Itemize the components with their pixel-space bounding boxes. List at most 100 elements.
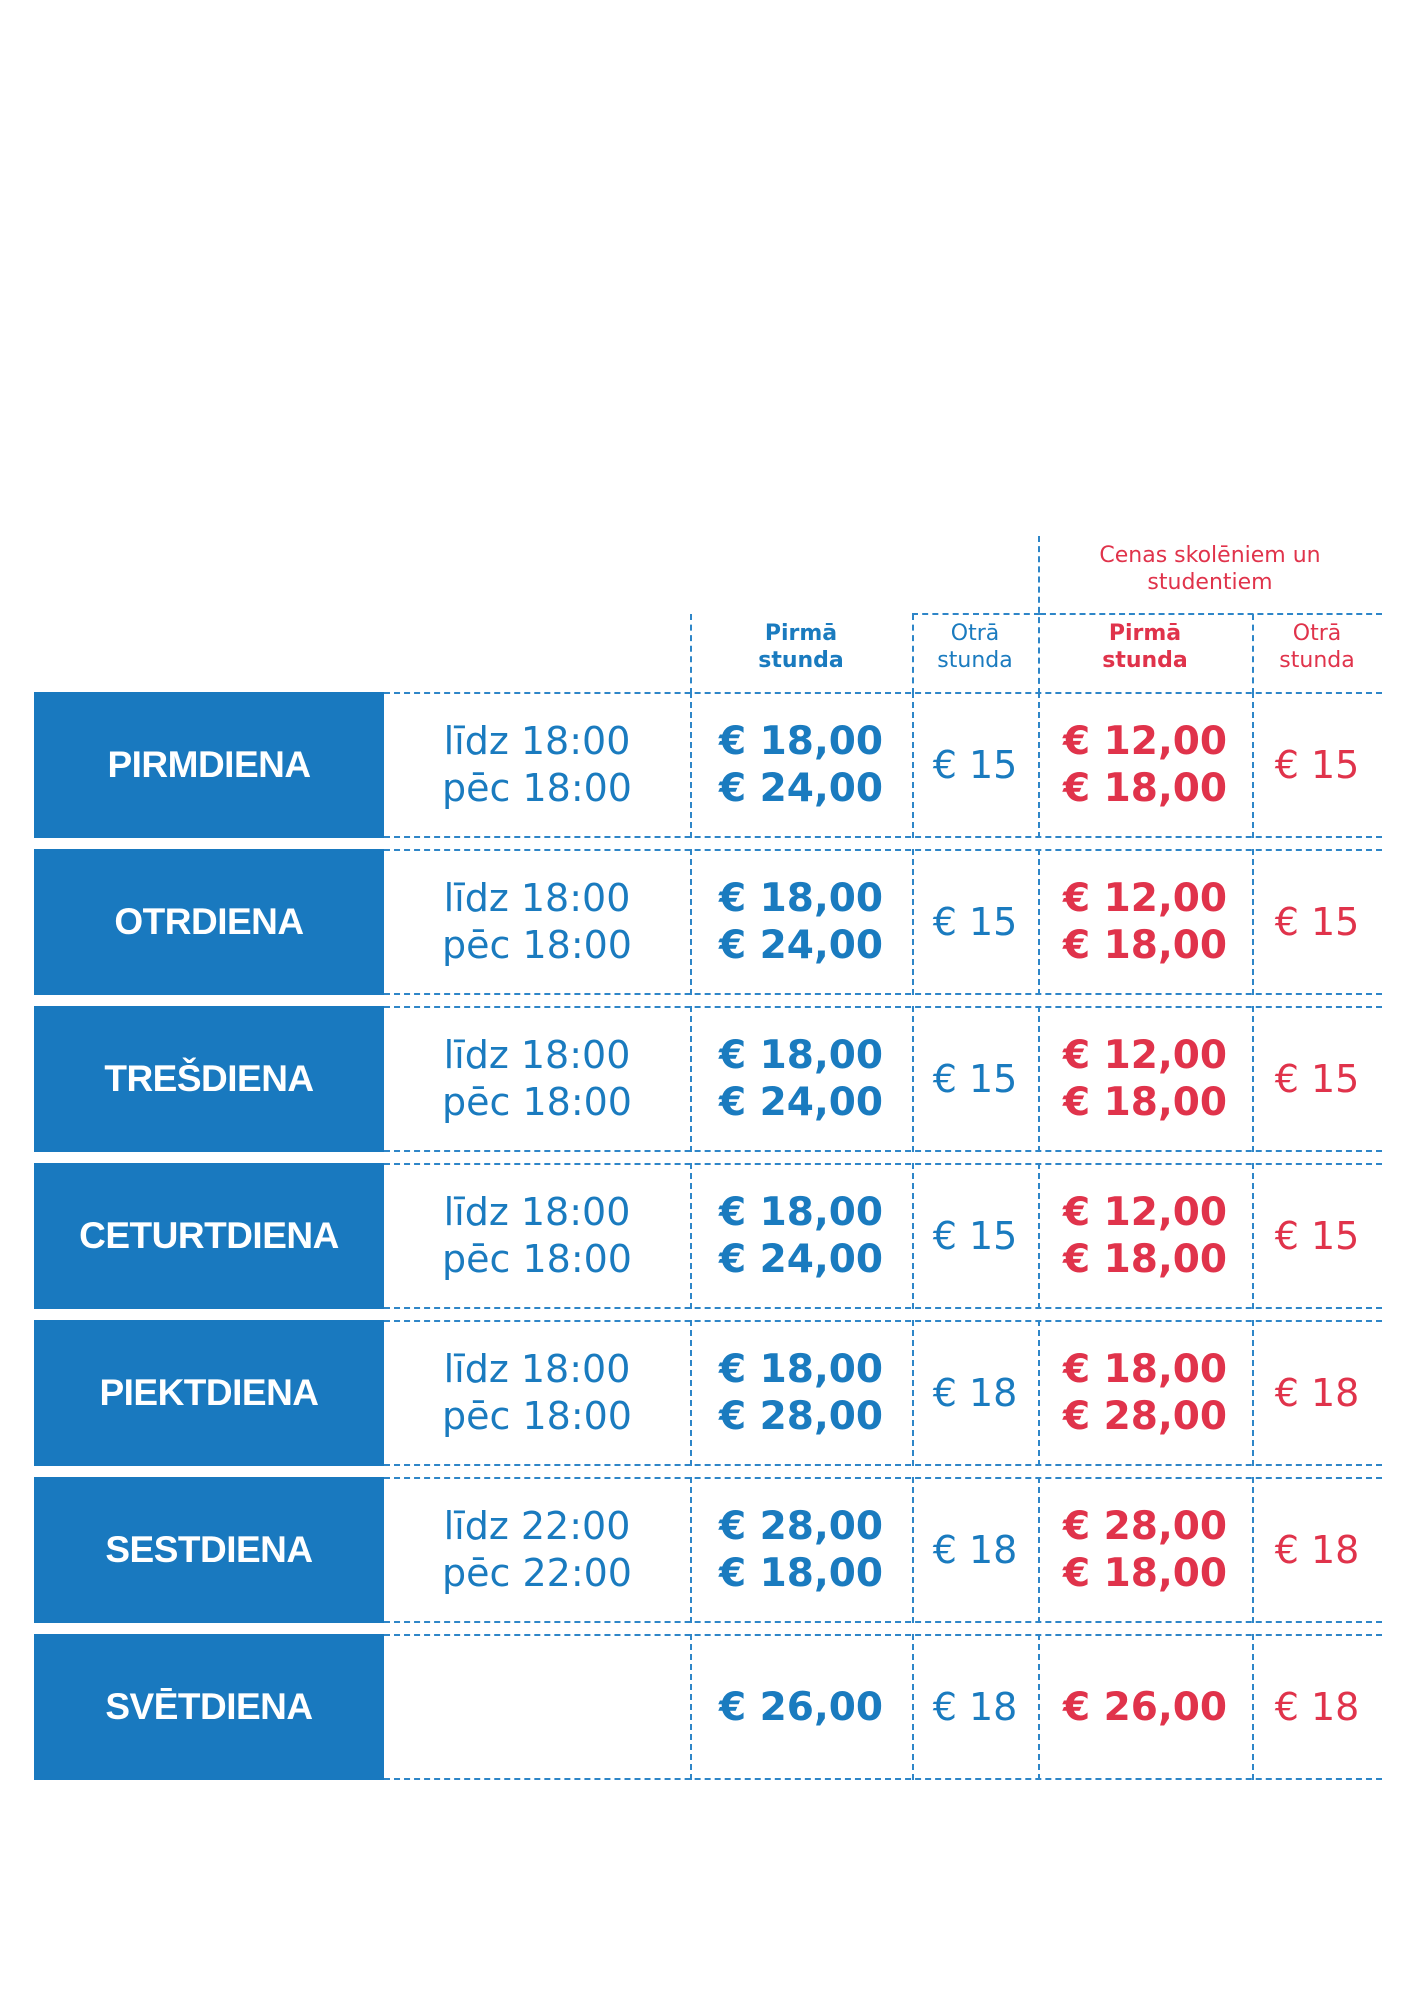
student-second-hour-price: € 15: [1274, 743, 1360, 787]
student-first-hour-price-before: € 18,00: [1062, 1347, 1228, 1392]
row-rule: [384, 993, 1382, 995]
header-student-first-hour-line1: Pirmā: [1108, 621, 1182, 646]
student-first-hour-price-before: € 26,00: [1062, 1684, 1228, 1730]
first-hour-price-after: € 18,00: [718, 1551, 884, 1596]
first-hour-price-before: € 26,00: [718, 1684, 884, 1730]
first-hour-prices: € 28,00 € 18,00: [690, 1477, 912, 1623]
student-first-hour-price-before: € 12,00: [1062, 1190, 1228, 1235]
column-rule: [1252, 1006, 1254, 1152]
column-rule: [690, 849, 692, 995]
column-rule: [912, 1163, 914, 1309]
student-first-hour-price-before: € 12,00: [1062, 719, 1228, 764]
student-first-hour-prices: € 12,00 € 18,00: [1038, 849, 1252, 995]
header-second-hour-line2: stunda: [937, 648, 1013, 673]
day-label: PIRMDIENA: [34, 692, 384, 838]
first-hour-price-after: € 24,00: [718, 1237, 884, 1282]
student-first-hour-prices: € 26,00: [1038, 1634, 1252, 1780]
header-divider-second: [912, 614, 914, 694]
second-hour-price: € 18: [932, 1685, 1018, 1729]
day-label: SVĒTDIENA: [34, 1634, 384, 1780]
column-rule: [912, 1006, 914, 1152]
price-row: SVĒTDIENA € 26,00 € 18 € 26,00 € 18: [0, 1634, 1414, 1780]
student-first-hour-price-after: € 28,00: [1062, 1394, 1228, 1439]
column-rule: [1252, 692, 1254, 838]
student-first-hour-prices: € 28,00 € 18,00: [1038, 1477, 1252, 1623]
student-second-hour-price: € 18: [1274, 1685, 1360, 1729]
column-rule: [690, 1477, 692, 1623]
header-first-hour-line2: stunda: [758, 648, 844, 673]
time-before: līdz 18:00: [443, 719, 631, 763]
column-rule: [1038, 1320, 1040, 1466]
column-rule: [1252, 1320, 1254, 1466]
second-hour-price: € 15: [932, 1057, 1018, 1101]
first-hour-price-after: € 28,00: [718, 1394, 884, 1439]
column-rule: [912, 1634, 914, 1780]
row-rule: [384, 1163, 1382, 1165]
student-prices-title: Cenas skolēniem un studentiem: [1040, 542, 1380, 596]
first-hour-price-after: € 24,00: [718, 923, 884, 968]
student-first-hour-price-before: € 12,00: [1062, 876, 1228, 921]
student-second-hour-price: € 15: [1274, 900, 1360, 944]
header-divider-student: [1038, 536, 1040, 694]
time-after: pēc 18:00: [442, 1237, 632, 1281]
time-before: līdz 18:00: [443, 1033, 631, 1077]
first-hour-price-before: € 18,00: [718, 719, 884, 764]
student-first-hour-prices: € 12,00 € 18,00: [1038, 1006, 1252, 1152]
price-row: TREŠDIENA līdz 18:00 pēc 18:00 € 18,00 €…: [0, 1006, 1414, 1152]
header-first-hour-line1: Pirmā: [764, 621, 838, 646]
student-second-hour-price: € 18: [1274, 1528, 1360, 1572]
column-rule: [1038, 1006, 1040, 1152]
day-label: SESTDIENA: [34, 1477, 384, 1623]
time-after: pēc 18:00: [442, 923, 632, 967]
first-hour-price-before: € 28,00: [718, 1504, 884, 1549]
student-first-hour-price-after: € 18,00: [1062, 1551, 1228, 1596]
second-hour-price: € 15: [932, 743, 1018, 787]
first-hour-price-before: € 18,00: [718, 1190, 884, 1235]
second-hour-price: € 15: [932, 1214, 1018, 1258]
column-rule: [1252, 1634, 1254, 1780]
column-rule: [1038, 1634, 1040, 1780]
time-after: pēc 18:00: [442, 766, 632, 810]
student-first-hour-prices: € 12,00 € 18,00: [1038, 692, 1252, 838]
student-first-hour-prices: € 18,00 € 28,00: [1038, 1320, 1252, 1466]
second-hour-price: € 18: [932, 1371, 1018, 1415]
price-row: OTRDIENA līdz 18:00 pēc 18:00 € 18,00 € …: [0, 849, 1414, 995]
first-hour-price-before: € 18,00: [718, 876, 884, 921]
student-first-hour-price-before: € 28,00: [1062, 1504, 1228, 1549]
row-rule: [384, 1150, 1382, 1152]
header-student-divider: [1040, 613, 1382, 615]
time-before: līdz 18:00: [443, 1190, 631, 1234]
time-after: pēc 18:00: [442, 1080, 632, 1124]
first-hour-price-before: € 18,00: [718, 1347, 884, 1392]
header-student-first-hour: Pirmā stunda: [1038, 620, 1252, 674]
price-row: PIEKTDIENA līdz 18:00 pēc 18:00 € 18,00 …: [0, 1320, 1414, 1466]
student-second-hour-price: € 15: [1274, 1214, 1360, 1258]
time-after: pēc 22:00: [442, 1551, 632, 1595]
column-rule: [912, 692, 914, 838]
row-rule: [384, 1477, 1382, 1479]
column-rule: [1038, 1163, 1040, 1309]
second-hour-price: € 18: [932, 1528, 1018, 1572]
header-divider-first: [690, 614, 692, 694]
row-rule: [384, 1621, 1382, 1623]
student-first-hour-price-before: € 12,00: [1062, 1033, 1228, 1078]
column-rule: [1252, 1477, 1254, 1623]
header-first-hour: Pirmā stunda: [690, 620, 912, 674]
student-first-hour-prices: € 12,00 € 18,00: [1038, 1163, 1252, 1309]
student-first-hour-price-after: € 18,00: [1062, 923, 1228, 968]
column-rule: [1252, 1163, 1254, 1309]
first-hour-prices: € 18,00 € 24,00: [690, 1163, 912, 1309]
column-rule: [690, 1634, 692, 1780]
price-row: CETURTDIENA līdz 18:00 pēc 18:00 € 18,00…: [0, 1163, 1414, 1309]
column-rule: [1252, 849, 1254, 995]
student-second-hour-price: € 15: [1274, 1057, 1360, 1101]
row-rule: [384, 1307, 1382, 1309]
header-divider-student-second: [1252, 614, 1254, 694]
header-student-second-hour-line1: Otrā: [1292, 621, 1342, 646]
day-label: PIEKTDIENA: [34, 1320, 384, 1466]
column-rule: [1038, 1477, 1040, 1623]
time-ranges: līdz 18:00 pēc 18:00: [384, 1320, 690, 1466]
row-rule: [384, 849, 1382, 851]
column-rule: [690, 1006, 692, 1152]
day-label: CETURTDIENA: [34, 1163, 384, 1309]
